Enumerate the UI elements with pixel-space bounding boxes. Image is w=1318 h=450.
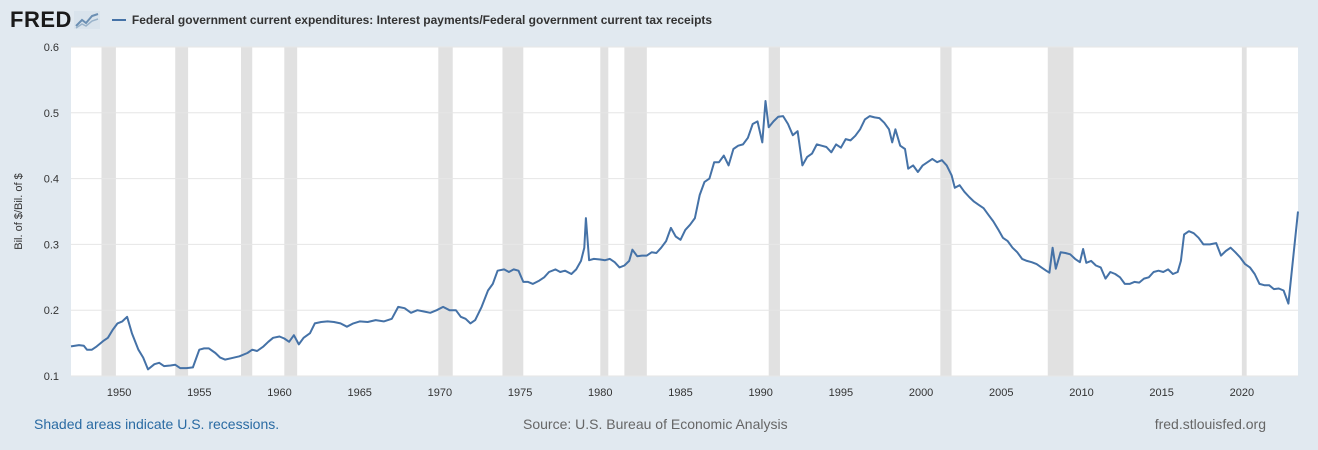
recession-band [438,47,453,376]
source-note: Source: U.S. Bureau of Economic Analysis [523,416,788,432]
y-tick-label: 0.3 [44,239,59,251]
x-tick-label: 1980 [588,387,612,399]
x-tick-label: 1985 [668,387,692,399]
x-tick-label: 2020 [1230,387,1254,399]
x-tick-label: 1990 [748,387,772,399]
fred-logo[interactable]: FRED [10,7,100,33]
legend-swatch [111,19,126,21]
y-axis-label: Bil. of $/Bil. of $ [13,173,25,249]
logo-text: FRED [10,7,72,32]
x-tick-label: 2005 [989,387,1013,399]
plot-area [71,47,1298,376]
x-tick-label: 2010 [1069,387,1093,399]
y-tick-label: 0.1 [44,371,59,383]
x-tick-label: 1950 [107,387,131,399]
recession-band [241,47,253,376]
line-chart-icon [73,11,100,29]
x-tick-label: 1975 [508,387,532,399]
site-link[interactable]: fred.stlouisfed.org [1154,416,1266,432]
y-tick-label: 0.4 [44,174,59,186]
legend-label: Federal government current expenditures:… [131,13,713,27]
chart-header: FRED Federal government current expendit… [10,7,713,33]
series-line [70,100,1299,371]
recession-band [600,47,609,376]
x-tick-label: 1960 [267,387,291,399]
recession-band [624,47,647,376]
legend[interactable]: Federal government current expenditures:… [111,13,713,27]
x-tick-label: 1955 [187,387,211,399]
recession-band [101,47,116,376]
x-tick-label: 1995 [829,387,853,399]
recession-band [175,47,189,376]
y-tick-label: 0.5 [44,108,59,120]
x-tick-label: 1970 [428,387,452,399]
recession-band [940,47,952,376]
recession-band [284,47,298,376]
x-tick-label: 2000 [909,387,933,399]
recession-note[interactable]: Shaded areas indicate U.S. recessions. [34,416,280,432]
recession-band [1241,47,1247,376]
recession-band [1047,47,1074,376]
x-tick-label: 1965 [347,387,371,399]
recession-band [502,47,524,376]
recession-band [768,47,780,376]
x-tick-label: 2015 [1149,387,1173,399]
y-tick-label: 0.2 [44,305,59,317]
y-tick-label: 0.6 [44,42,59,54]
